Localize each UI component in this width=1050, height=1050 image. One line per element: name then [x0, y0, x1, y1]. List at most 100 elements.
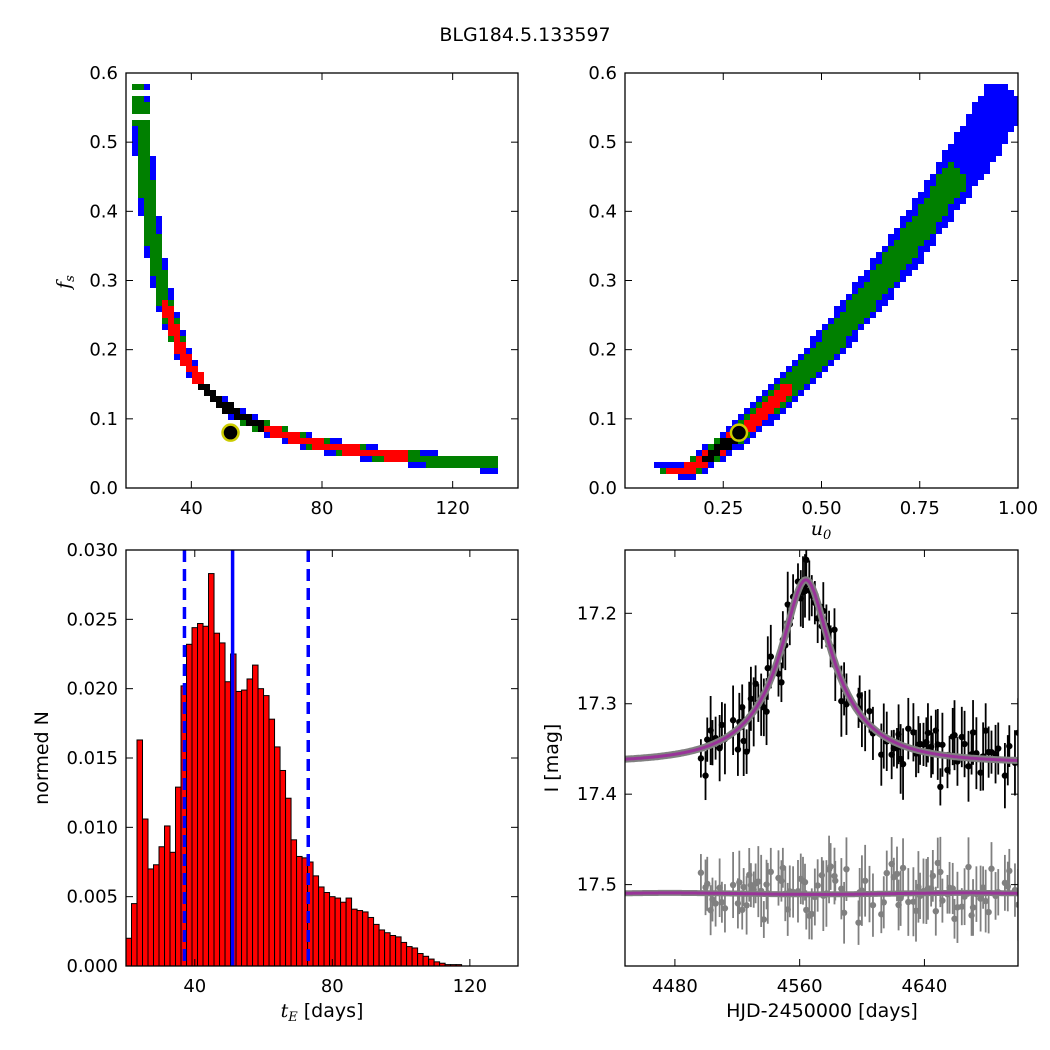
u0-fs-cell-sigma3 — [954, 156, 960, 162]
u0-fs-cell-sigma3 — [996, 150, 1002, 156]
lightcurve-residual-point — [767, 868, 775, 876]
tE-hist-bar — [373, 923, 380, 967]
u0-fs-cell-sigma3 — [984, 132, 990, 138]
tE-fs-cell-sigma2 — [438, 456, 444, 462]
u0-fs-cell-sigma2 — [924, 222, 930, 228]
tE-fs-cell-sigma2 — [144, 234, 150, 240]
u0-fs-cell-sigma3 — [900, 222, 906, 228]
tE-hist-bar — [142, 818, 149, 967]
tE-fs-cell-sigma1 — [192, 372, 198, 378]
u0-fs-cell-sigma3 — [984, 96, 990, 102]
tE-hist-bar — [389, 934, 397, 967]
u0-fs-xlabel: u0 — [811, 518, 832, 543]
u0-fs-cell-sigma3 — [852, 330, 858, 336]
lightcurve-data-point — [995, 745, 1002, 752]
u0-fs-cell-sigma1 — [696, 462, 702, 468]
tE-fs-cell-sigma1 — [396, 450, 402, 456]
u0-fs-cell-sigma3 — [912, 198, 918, 204]
u0-fs-cell-sigma3 — [870, 312, 876, 318]
u0-fs-cell-sigma3 — [1002, 120, 1008, 126]
u0-fs-cell-sigma3 — [906, 216, 912, 222]
u0-fs-cell-sigma2 — [882, 270, 888, 276]
u0-fs-cell-sigma2 — [936, 198, 942, 204]
u0-fs-cell-sigma2 — [792, 390, 798, 396]
tE-fs-cell-sigma1 — [342, 450, 348, 456]
u0-fs-cell-sigma2 — [840, 312, 846, 318]
u0-fs-cell-sigma2 — [918, 234, 924, 240]
u0-fs-cell-sigma3 — [990, 138, 996, 144]
u0-fs-cell-sigma3 — [924, 192, 930, 198]
u0-fs-cell-sigma2 — [786, 396, 792, 402]
tE-fs-cell-sigma1 — [324, 444, 330, 450]
u0-fs-cell-sigma2 — [894, 240, 900, 246]
tE-fs-cell-sigma3 — [324, 450, 330, 456]
u0-fs-cell-sigma3 — [948, 204, 954, 210]
u0-fs-cell-sigma1 — [780, 384, 786, 390]
u0-fs-cell-sigma2 — [918, 228, 924, 234]
tE-fs-cell-sigma2 — [138, 186, 144, 192]
tE-fs-cell-sigma2 — [486, 456, 492, 462]
tE-hist-bar — [169, 851, 177, 967]
u0-fs-cell-sigma3 — [954, 204, 960, 210]
u0-fs-cell-sigma1 — [780, 390, 786, 396]
tE-fs-cell-sigma2 — [144, 180, 150, 186]
u0-fs-cell-sigma3 — [768, 414, 774, 420]
tE-fs-cell-sigma1 — [312, 444, 318, 450]
tE-fs-cell-sigma2 — [162, 282, 168, 288]
lightcurve-residual-point — [801, 878, 809, 886]
tE-fs-cell-core — [258, 426, 264, 432]
lightcurve-frame — [624, 549, 1019, 967]
u0-fs-ytick-label: 0.1 — [588, 409, 617, 430]
u0-fs-cell-sigma3 — [966, 192, 972, 198]
lightcurve-residual-point — [982, 897, 989, 905]
u0-fs-cell-sigma3 — [900, 276, 906, 282]
u0-fs-cell-sigma2 — [930, 186, 936, 192]
tE-hist-ytick-label: 0.010 — [66, 817, 118, 838]
u0-fs-cell-sigma1 — [768, 408, 774, 414]
tE-fs-cell-sigma2 — [144, 162, 150, 168]
tE-fs-cell-sigma2 — [156, 252, 162, 258]
tE-fs-cell-sigma2 — [138, 150, 144, 156]
u0-fs-cell-sigma3 — [768, 420, 774, 426]
u0-fs-cell-sigma3 — [870, 264, 876, 270]
u0-fs-cell-sigma3 — [972, 162, 978, 168]
lightcurve-residual-point — [969, 904, 977, 911]
tE-fs-cell-sigma3 — [486, 468, 492, 474]
u0-fs-cell-sigma3 — [702, 468, 708, 474]
u0-fs-cell-sigma2 — [936, 192, 942, 198]
lightcurve-data-point — [973, 750, 980, 757]
u0-fs-cell-sigma3 — [1002, 138, 1008, 144]
u0-fs-cell-sigma2 — [816, 342, 822, 348]
u0-fs-cell-sigma3 — [894, 234, 900, 240]
u0-fs-cell-sigma2 — [870, 300, 876, 306]
u0-fs-cell-sigma3 — [1026, 108, 1032, 114]
tE-fs-cell-sigma2 — [144, 186, 150, 192]
u0-fs-cell-sigma2 — [780, 378, 786, 384]
tE-fs-cell-sigma3 — [168, 294, 174, 300]
tE-fs-cell-sigma2 — [408, 450, 414, 456]
tE-fs-cell-sigma1 — [288, 438, 294, 444]
tE-hist-bar — [334, 897, 342, 967]
lightcurve-data-point — [747, 695, 755, 703]
u0-fs-cell-sigma1 — [720, 450, 726, 456]
u0-fs-cell-sigma3 — [822, 366, 828, 372]
u0-fs-cell-sigma3 — [804, 348, 810, 354]
u0-fs-cell-sigma3 — [834, 306, 840, 312]
tE-fs-cell-sigma2 — [306, 444, 312, 450]
tE-hist-ytick-label: 0.025 — [66, 609, 118, 630]
u0-fs-cell-sigma3 — [996, 126, 1002, 132]
tE-fs-cell-sigma2 — [132, 108, 138, 114]
tE-fs-cell-sigma3 — [150, 162, 156, 168]
u0-fs-cell-sigma3 — [996, 84, 1002, 90]
lightcurve-residual-point — [910, 898, 917, 905]
u0-fs-cell-sigma3 — [996, 90, 1002, 96]
u0-fs-cell-sigma3 — [996, 138, 1002, 144]
u0-fs-cell-sigma2 — [840, 336, 846, 342]
u0-fs-cell-sigma2 — [906, 240, 912, 246]
u0-fs-cell-sigma2 — [852, 294, 858, 300]
u0-fs-cell-sigma3 — [966, 180, 972, 186]
u0-fs-cell-sigma2 — [846, 306, 852, 312]
u0-fs-cell-sigma2 — [798, 372, 804, 378]
tE-hist-bar — [164, 825, 171, 967]
tE-fs-cell-sigma3 — [162, 258, 168, 264]
